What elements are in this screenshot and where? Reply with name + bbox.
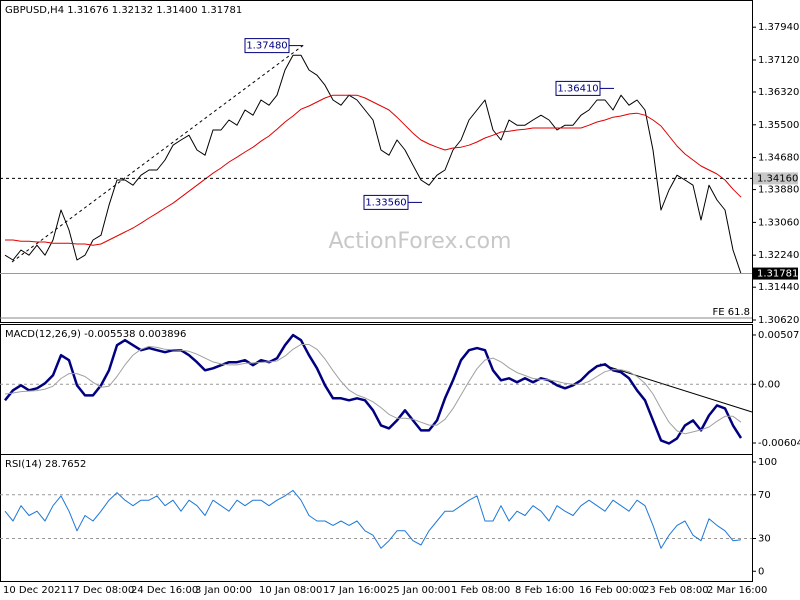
annotation-label: 1.33560 bbox=[365, 197, 406, 208]
y-tick-label: 1.37120 bbox=[758, 55, 799, 66]
rsi-panel-frame bbox=[0, 454, 753, 582]
x-tick-label: 23 Feb 08:00 bbox=[643, 585, 709, 596]
series-line bbox=[4, 333, 743, 445]
y-tick-label: 1.36320 bbox=[758, 87, 799, 98]
x-tick-label: 24 Dec 16:00 bbox=[131, 585, 198, 596]
macd-trend-line bbox=[599, 363, 753, 413]
series-line bbox=[5, 94, 742, 246]
x-tick-label: 2 Mar 16:00 bbox=[707, 585, 767, 596]
y-tick-label: 0.00 bbox=[758, 379, 780, 390]
x-tick-label: 17 Jan 16:00 bbox=[323, 585, 386, 596]
x-tick-label: 17 Dec 08:00 bbox=[67, 585, 134, 596]
x-tick-label: 1 Feb 08:00 bbox=[451, 585, 510, 596]
panel-title: MACD(12,26,9) -0.005538 0.003896 bbox=[5, 329, 186, 340]
x-tick-label: 25 Jan 00:00 bbox=[387, 585, 450, 596]
annotation-box bbox=[363, 194, 409, 210]
x-tick-label: 3 Jan 00:00 bbox=[195, 585, 252, 596]
y-tick-label: 1.33060 bbox=[758, 217, 799, 228]
x-tick-label: 10 Dec 2021 bbox=[3, 585, 67, 596]
y-tick-label: 0 bbox=[758, 566, 764, 577]
y-tick-label: 0.005076 bbox=[758, 330, 800, 341]
panel-title: GBPUSD,H4 1.31676 1.32132 1.31400 1.3178… bbox=[5, 5, 242, 16]
y-tick-label: -0.006043 bbox=[758, 438, 800, 449]
x-tick-label: 10 Jan 08:00 bbox=[259, 585, 322, 596]
level-label: FE 61.8 bbox=[712, 307, 750, 318]
y-tick-label: 30 bbox=[758, 533, 771, 544]
price-tag-label: 1.34160 bbox=[757, 173, 798, 184]
series-line bbox=[4, 489, 742, 549]
y-tick-label: 1.37940 bbox=[758, 22, 799, 33]
annotation-box bbox=[244, 38, 290, 54]
price-tag-box bbox=[753, 172, 798, 185]
y-tick-label: 1.31440 bbox=[758, 282, 799, 293]
y-tick-label: 1.32240 bbox=[758, 250, 799, 261]
y-tick-label: 70 bbox=[758, 490, 771, 501]
x-tick-label: 8 Feb 16:00 bbox=[515, 585, 574, 596]
price-panel-frame bbox=[0, 0, 753, 323]
watermark: ActionForex.com bbox=[329, 229, 512, 254]
panel-title: RSI(14) 28.7652 bbox=[5, 459, 86, 470]
y-tick-label: 1.30620 bbox=[758, 315, 799, 326]
y-tick-label: 1.33880 bbox=[758, 185, 799, 196]
series-line bbox=[4, 54, 742, 274]
series-line bbox=[4, 344, 742, 435]
x-tick-label: 16 Feb 00:00 bbox=[579, 585, 645, 596]
y-tick-label: 1.34680 bbox=[758, 153, 799, 164]
trend-line bbox=[11, 43, 306, 263]
price-tag-box bbox=[753, 267, 798, 280]
annotation-box bbox=[555, 80, 601, 96]
price-tag-label: 1.31781 bbox=[757, 269, 798, 280]
y-tick-label: 1.35500 bbox=[758, 120, 799, 131]
y-tick-label: 100 bbox=[758, 457, 777, 468]
annotation-label: 1.36410 bbox=[557, 83, 598, 94]
annotation-label: 1.37480 bbox=[246, 41, 287, 52]
